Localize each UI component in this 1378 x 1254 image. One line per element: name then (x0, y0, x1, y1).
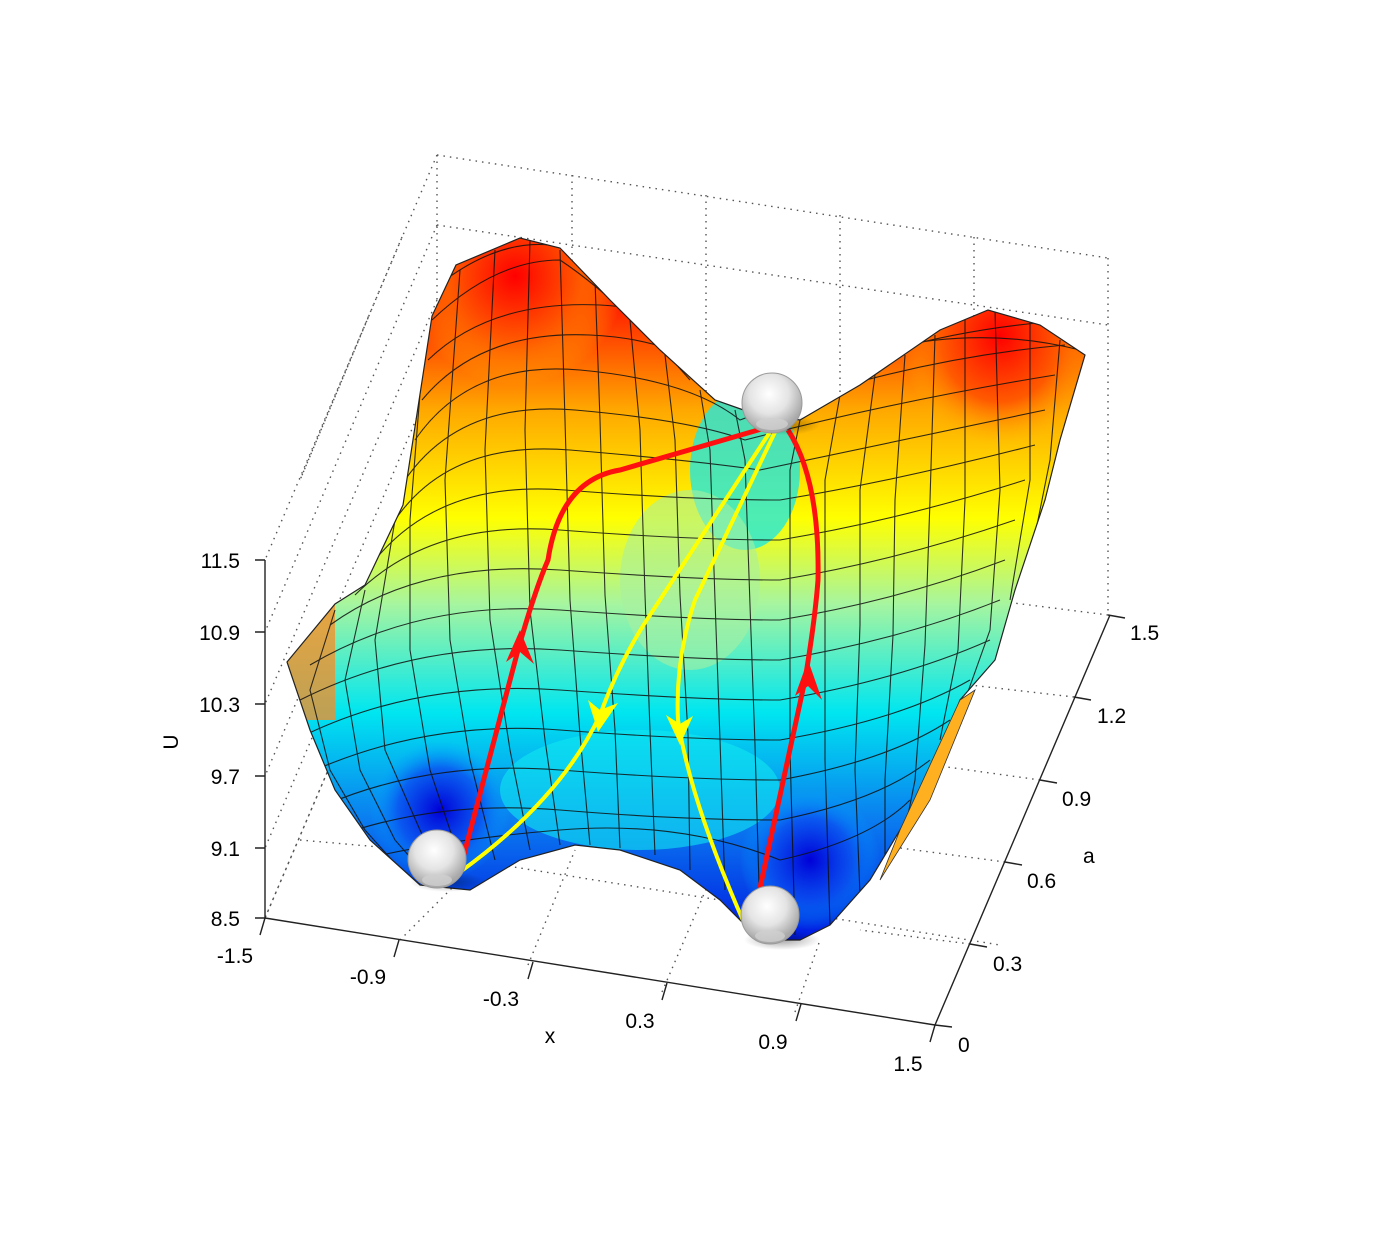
surface-underside (879, 688, 976, 881)
z-tick: 8.5 (211, 908, 240, 931)
ball-saddle (741, 372, 820, 435)
a-tick: 0.9 (1062, 788, 1091, 811)
x-tick: -0.9 (350, 966, 386, 989)
x-tick: -0.3 (483, 988, 519, 1011)
red-arrow-left (506, 630, 534, 664)
a-tick: 0 (958, 1034, 970, 1057)
a-axis-label: a (1083, 845, 1095, 868)
surface-outline (286, 237, 1086, 941)
a-tick: 1.5 (1130, 622, 1159, 645)
balls (407, 372, 820, 950)
yellow-arrow-right (666, 715, 693, 745)
x-axis-label: x (545, 1025, 556, 1048)
z-tick: 9.7 (211, 766, 240, 789)
z-tick: 11.5 (201, 550, 240, 573)
a-tick: 1.2 (1097, 705, 1126, 728)
yellow-path-right (675, 431, 777, 926)
a-tick: 0.3 (993, 953, 1022, 976)
x-axis: -1.5 -0.9 -0.3 0.3 0.9 1.5 x (217, 917, 936, 1076)
red-arrow-right (795, 660, 822, 700)
z-tick: 9.1 (211, 838, 240, 861)
ball-left-well (407, 829, 486, 892)
ball-right-well (740, 885, 820, 950)
yellow-arrow-left (588, 700, 618, 732)
x-tick: -1.5 (217, 945, 253, 968)
z-tick: 10.3 (199, 694, 240, 717)
potential-surface (287, 238, 1085, 940)
red-path-right (757, 428, 821, 889)
z-axis-label: U (160, 734, 183, 749)
transition-paths (458, 425, 822, 926)
x-tick: 0.9 (758, 1031, 787, 1054)
a-axis: 0 0.3 0.6 0.9 1.2 1.5 a (934, 614, 1159, 1057)
z-tick: 10.9 (199, 622, 240, 645)
x-tick: 0.3 (625, 1010, 654, 1033)
z-axis: 11.5 10.9 10.3 9.7 9.1 8.5 U (160, 550, 266, 931)
a-tick: 0.6 (1027, 870, 1056, 893)
x-tick: 1.5 (893, 1053, 922, 1076)
red-path-left (459, 425, 766, 863)
